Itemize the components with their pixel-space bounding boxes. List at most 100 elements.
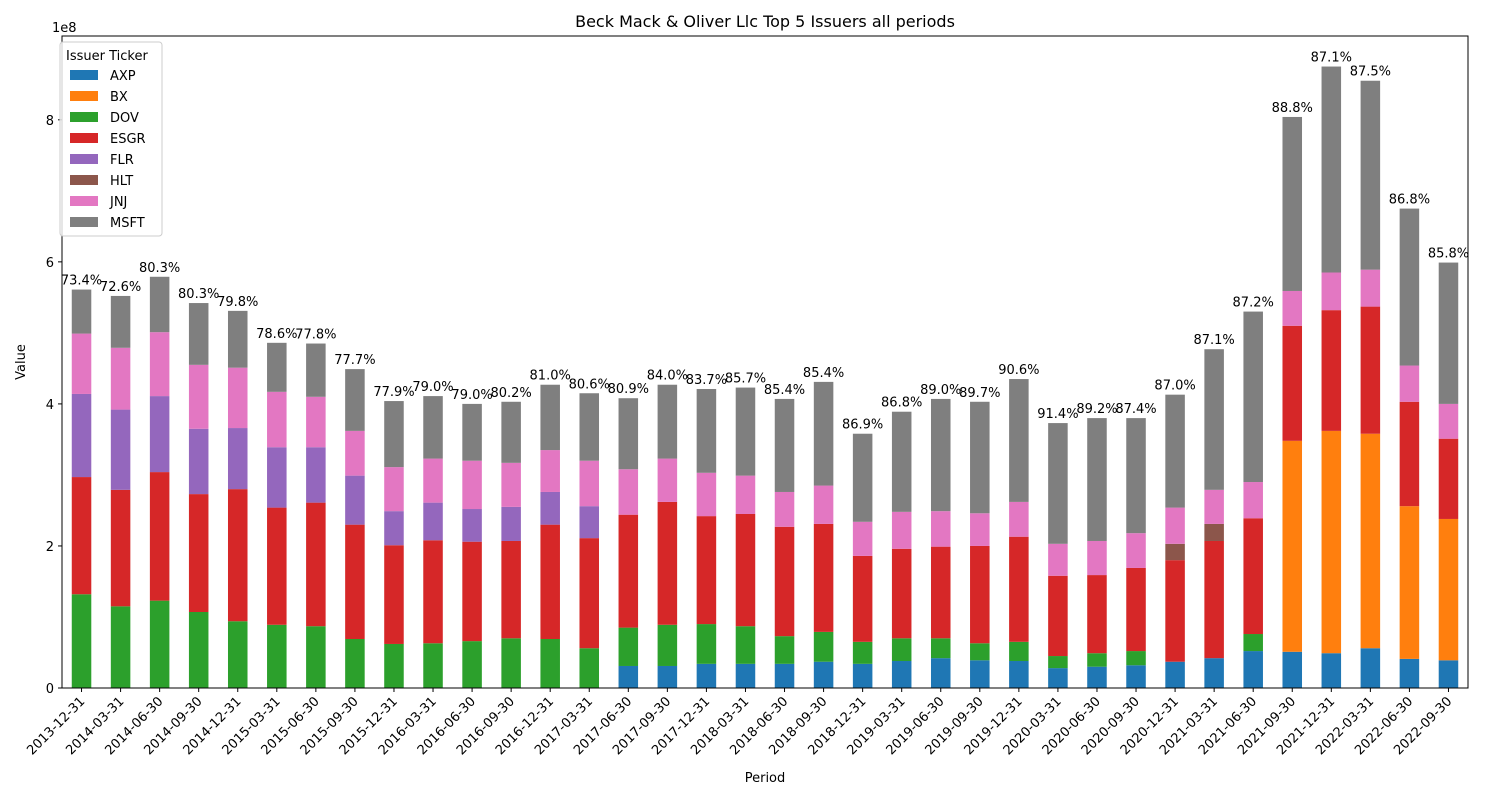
bar-segment [813, 661, 834, 688]
bar-segment [735, 663, 756, 688]
bar-segment [423, 396, 443, 459]
bar-segment [1165, 543, 1185, 561]
bar-segment [1282, 440, 1303, 652]
bar-segment [188, 494, 209, 613]
bar-segment [110, 606, 131, 688]
bar-segment [462, 641, 482, 688]
bar-segment [1126, 567, 1146, 652]
bar-label: 80.9% [608, 382, 649, 397]
bar-segment [813, 631, 834, 662]
bar-segment [149, 332, 170, 397]
bar-segment [540, 524, 560, 639]
bar-segment [1087, 666, 1107, 688]
bar-segment [1243, 634, 1263, 652]
bar-segment [1126, 651, 1146, 666]
bar-label: 89.2% [1076, 402, 1117, 417]
bar-segment [930, 546, 951, 639]
bar-segment [1399, 658, 1420, 688]
bar-segment [1243, 311, 1263, 483]
bar-segment [1087, 575, 1107, 654]
legend-swatch [70, 70, 98, 80]
legend-label: BX [110, 90, 128, 105]
bar-segment [1165, 394, 1185, 508]
legend-label: AXP [110, 69, 136, 84]
bar-segment [891, 411, 912, 512]
bar-segment [384, 545, 404, 644]
bar-label: 77.7% [334, 353, 375, 368]
bar-label: 84.0% [647, 369, 688, 384]
bar-segment [1360, 648, 1381, 688]
bar-label: 79.0% [451, 388, 492, 403]
bar-label: 87.2% [1233, 296, 1274, 311]
legend-label: MSFT [110, 216, 145, 231]
bar-segment [618, 398, 639, 470]
bar-label: 80.2% [490, 386, 531, 401]
legend-swatch [70, 196, 98, 206]
bar-segment [227, 310, 248, 368]
bar-segment [306, 502, 326, 627]
legend-swatch [70, 217, 98, 227]
bar-segment [618, 627, 639, 666]
bar-segment [657, 384, 678, 459]
bar-segment [110, 347, 131, 410]
bar-segment [970, 545, 990, 644]
bar-segment [227, 621, 248, 688]
chart-title: Beck Mack & Oliver Llc Top 5 Issuers all… [575, 12, 955, 31]
bar-segment [657, 624, 678, 666]
legend-label: HLT [110, 174, 133, 189]
bar-label: 80.6% [569, 377, 610, 392]
bar-segment [774, 398, 795, 492]
bar-segment [852, 641, 873, 664]
bar-segment [1009, 536, 1029, 642]
bar-segment [1360, 433, 1381, 649]
bar-segment [267, 447, 287, 508]
bar-segment [1321, 66, 1342, 273]
bar-segment [970, 643, 990, 661]
legend-title: Issuer Ticker [66, 49, 148, 64]
bar-segment [345, 524, 365, 639]
bar-segment [71, 393, 92, 478]
bar-segment [71, 289, 92, 334]
bar-segment [1438, 518, 1459, 661]
bar-label: 77.9% [373, 385, 414, 400]
bar-segment [579, 506, 600, 539]
bar-segment [188, 612, 209, 688]
bar-segment [696, 624, 717, 664]
bar-segment [891, 661, 912, 688]
bar-segment [1438, 660, 1459, 688]
bar-label: 73.4% [61, 274, 102, 289]
bar-segment [149, 396, 170, 473]
bar-segment [657, 501, 678, 625]
bar-segment [1243, 651, 1263, 688]
bar-segment [579, 393, 600, 461]
bar-segment [579, 538, 600, 649]
bar-segment [735, 475, 756, 514]
bar-segment [227, 428, 248, 490]
bar-segment [1438, 438, 1459, 519]
bar-segment [813, 523, 834, 632]
x-axis-label: Period [745, 771, 786, 786]
bar-label: 86.8% [881, 396, 922, 411]
legend-swatch [70, 91, 98, 101]
bar-segment [1321, 430, 1342, 654]
bar-segment [306, 447, 326, 503]
bar-segment [423, 643, 443, 688]
bar-segment [930, 398, 951, 512]
bar-segment [188, 364, 209, 429]
bar-segment [501, 540, 521, 639]
bar-segment [618, 469, 639, 515]
bar-segment [1204, 489, 1224, 524]
y-tick-label: 0 [46, 682, 54, 697]
bar-segment [306, 396, 326, 448]
bar-segment [1360, 80, 1381, 270]
bar-segment [501, 638, 521, 688]
bar-segment [1282, 116, 1303, 291]
bar-segment [735, 626, 756, 664]
bar-segment [1048, 575, 1068, 657]
bar-segment [774, 491, 795, 527]
bar-segment [267, 507, 287, 625]
bar-segment [735, 513, 756, 627]
bar-segment [1204, 523, 1224, 541]
legend-label: ESGR [110, 132, 146, 147]
bar-segment [71, 333, 92, 394]
